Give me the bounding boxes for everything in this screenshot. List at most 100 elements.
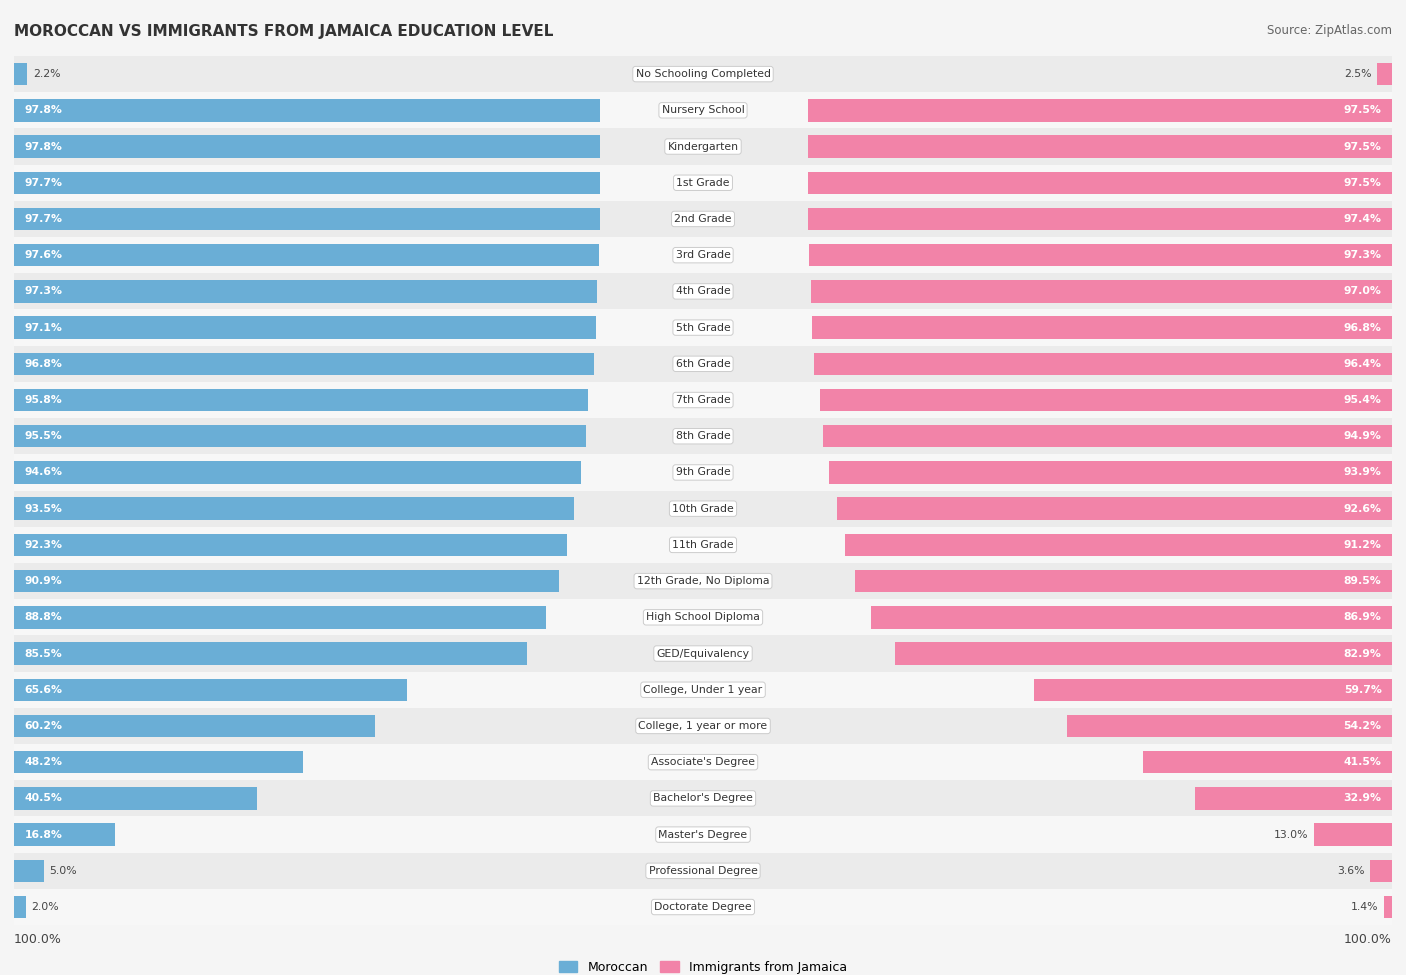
Text: 3.6%: 3.6% [1337,866,1365,876]
Text: 88.8%: 88.8% [24,612,62,622]
Text: 97.4%: 97.4% [1344,214,1382,224]
Text: 54.2%: 54.2% [1344,721,1382,731]
Bar [14,600,1392,636]
Bar [855,569,1392,593]
Bar [14,273,1392,309]
Text: 97.5%: 97.5% [1344,141,1382,151]
Text: 97.6%: 97.6% [24,251,62,260]
Text: 82.9%: 82.9% [1344,648,1382,658]
Bar [807,136,1392,158]
Text: 89.5%: 89.5% [1344,576,1382,586]
Bar [1371,860,1392,882]
Bar [1384,896,1392,918]
Bar [14,309,1392,346]
Bar [807,172,1392,194]
Text: 12th Grade, No Diploma: 12th Grade, No Diploma [637,576,769,586]
Text: 2.0%: 2.0% [31,902,59,912]
Text: 2.2%: 2.2% [32,69,60,79]
Text: Kindergarten: Kindergarten [668,141,738,151]
Text: 1.4%: 1.4% [1351,902,1378,912]
Text: 94.9%: 94.9% [1344,431,1382,442]
Text: 100.0%: 100.0% [1344,933,1392,946]
Text: 40.5%: 40.5% [24,794,62,803]
Text: 11th Grade: 11th Grade [672,540,734,550]
Bar [14,636,1392,672]
Bar [14,425,586,448]
Text: 96.8%: 96.8% [1344,323,1382,332]
Bar [807,99,1392,122]
Bar [14,672,1392,708]
Bar [14,172,599,194]
Bar [14,860,44,882]
Text: 2.5%: 2.5% [1344,69,1371,79]
Bar [1143,751,1392,773]
Bar [14,679,408,701]
Bar [14,93,1392,129]
Bar [810,280,1392,302]
Text: 97.5%: 97.5% [1344,177,1382,188]
Text: 59.7%: 59.7% [1344,684,1382,695]
Text: 97.0%: 97.0% [1344,287,1382,296]
Text: 97.7%: 97.7% [24,214,62,224]
Text: 96.8%: 96.8% [24,359,62,369]
Text: 97.1%: 97.1% [24,323,62,332]
Text: 100.0%: 100.0% [14,933,62,946]
Text: 86.9%: 86.9% [1344,612,1382,622]
Bar [14,816,1392,853]
Text: 96.4%: 96.4% [1344,359,1382,369]
Bar [14,99,600,122]
Text: 95.5%: 95.5% [24,431,62,442]
Text: Professional Degree: Professional Degree [648,866,758,876]
Text: 2nd Grade: 2nd Grade [675,214,731,224]
Bar [14,563,1392,600]
Bar [14,780,1392,816]
Bar [14,853,1392,889]
Bar [811,316,1392,339]
Text: 97.5%: 97.5% [1344,105,1382,115]
Bar [872,606,1392,629]
Bar [808,244,1392,266]
Bar [808,208,1392,230]
Bar [14,454,1392,490]
Bar [1033,679,1392,701]
Text: Doctorate Degree: Doctorate Degree [654,902,752,912]
Bar [14,889,1392,925]
Bar [14,896,27,918]
Text: 32.9%: 32.9% [1344,794,1382,803]
Bar [14,316,596,339]
Text: No Schooling Completed: No Schooling Completed [636,69,770,79]
Bar [814,353,1392,375]
Bar [14,62,27,86]
Text: 3rd Grade: 3rd Grade [675,251,731,260]
Bar [837,497,1392,520]
Bar [14,461,581,484]
Text: 48.2%: 48.2% [24,758,62,767]
Bar [14,787,257,809]
Text: Source: ZipAtlas.com: Source: ZipAtlas.com [1267,24,1392,37]
Text: 93.5%: 93.5% [24,504,62,514]
Text: 6th Grade: 6th Grade [676,359,730,369]
Text: 16.8%: 16.8% [24,830,62,839]
Text: 97.7%: 97.7% [24,177,62,188]
Bar [14,569,560,593]
Text: 91.2%: 91.2% [1344,540,1382,550]
Bar [14,280,598,302]
Text: 1st Grade: 1st Grade [676,177,730,188]
Text: 97.3%: 97.3% [1344,251,1382,260]
Text: 5.0%: 5.0% [49,866,77,876]
Text: 90.9%: 90.9% [24,576,62,586]
Text: 8th Grade: 8th Grade [676,431,730,442]
Bar [14,497,575,520]
Text: Master's Degree: Master's Degree [658,830,748,839]
Bar [14,490,1392,526]
Bar [14,606,547,629]
Bar [14,201,1392,237]
Bar [14,715,375,737]
Text: College, 1 year or more: College, 1 year or more [638,721,768,731]
Text: 92.6%: 92.6% [1344,504,1382,514]
Bar [14,744,1392,780]
Bar [14,823,115,846]
Text: College, Under 1 year: College, Under 1 year [644,684,762,695]
Text: 94.6%: 94.6% [24,467,62,478]
Bar [830,461,1392,484]
